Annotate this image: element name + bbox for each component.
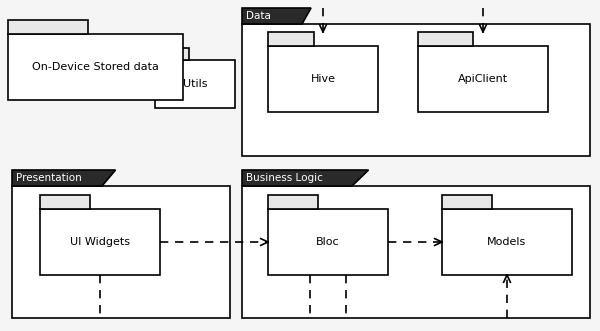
Text: Hive: Hive <box>311 74 335 84</box>
Text: Business Logic: Business Logic <box>246 173 323 183</box>
Text: Models: Models <box>487 237 527 247</box>
Bar <box>268 32 314 46</box>
Bar <box>40 195 90 209</box>
Polygon shape <box>242 8 311 24</box>
Bar <box>8 20 88 34</box>
Text: Bloc: Bloc <box>316 237 340 247</box>
Text: Data: Data <box>246 11 271 21</box>
Bar <box>242 24 590 156</box>
Bar <box>155 60 235 108</box>
Bar <box>418 32 473 46</box>
Bar <box>242 186 590 318</box>
Bar <box>442 195 492 209</box>
Bar <box>268 46 378 112</box>
Bar <box>40 209 160 275</box>
Text: UI Widgets: UI Widgets <box>70 237 130 247</box>
Text: ApiClient: ApiClient <box>458 74 508 84</box>
Bar <box>442 209 572 275</box>
Text: Presentation: Presentation <box>16 173 82 183</box>
Bar <box>8 34 183 100</box>
Polygon shape <box>242 170 368 186</box>
Text: On-Device Stored data: On-Device Stored data <box>32 62 159 72</box>
Bar <box>268 209 388 275</box>
Bar <box>268 195 318 209</box>
Bar <box>155 48 189 60</box>
Text: Utils: Utils <box>183 79 207 89</box>
Bar <box>12 186 230 318</box>
Bar <box>418 46 548 112</box>
Polygon shape <box>12 170 115 186</box>
